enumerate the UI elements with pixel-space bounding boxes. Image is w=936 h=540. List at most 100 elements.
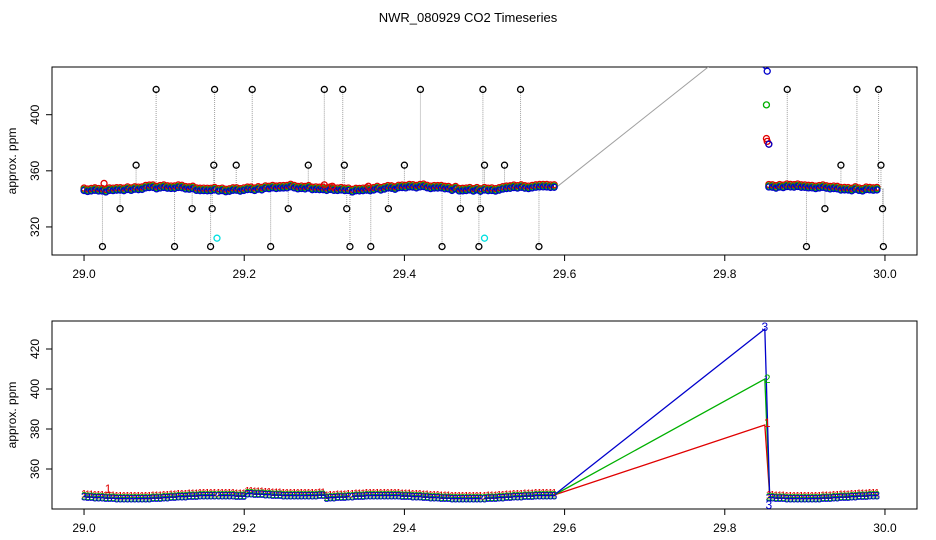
series-3-marker: 3 (449, 493, 455, 505)
spike-point-black (188, 205, 196, 213)
series-2-segment (352, 493, 481, 499)
peak-label: 2 (764, 372, 771, 386)
series-3-marker: 3 (485, 493, 491, 505)
series-3-marker: 3 (852, 491, 858, 503)
series-1-marker: 1 (208, 487, 214, 499)
series-1-marker: 1 (259, 486, 265, 498)
data-point-blue (192, 186, 201, 195)
series-3-marker: 3 (157, 493, 163, 505)
series-3-segment (484, 494, 555, 499)
series-1-marker: 1 (92, 489, 98, 501)
series-3-marker: 3 (277, 490, 283, 502)
series-1-marker: 1 (514, 489, 520, 501)
excursion-point-blue (765, 140, 773, 148)
series-3-marker: 3 (356, 491, 362, 503)
series-1-marker: 1 (849, 489, 855, 501)
series-3-marker: 3 (787, 493, 793, 505)
series-1-marker: 1 (81, 489, 87, 501)
data-point-blue (181, 185, 190, 193)
series-1-marker: 1 (132, 491, 138, 503)
series-1-marker: 1 (453, 490, 459, 502)
series-1-marker: 1 (277, 487, 283, 499)
series-1-marker: 1 (334, 489, 340, 501)
p1-ytick-label: 320 (28, 217, 42, 237)
series-3-marker: 3 (845, 492, 851, 504)
data-point-blue (783, 182, 791, 191)
spike-point-black (475, 242, 483, 251)
series-3-marker: 3 (255, 489, 261, 501)
data-point-blue (290, 184, 298, 192)
series-3-marker: 3 (367, 491, 373, 503)
series-3-marker: 3 (92, 492, 98, 504)
series-1-marker: 1 (327, 490, 333, 502)
data-point-blue (312, 185, 320, 194)
series-1-marker: 1 (831, 490, 837, 502)
data-point-red (328, 182, 336, 190)
series-3-marker: 3 (809, 494, 815, 506)
series-3-marker: 3 (547, 490, 553, 502)
series-1-marker: 1 (338, 489, 344, 501)
series-3-marker: 3 (226, 491, 232, 503)
series-1-marker: 1 (856, 488, 862, 500)
p1-ytick-label: 400 (28, 104, 42, 124)
series-1-marker: 1 (385, 487, 391, 499)
series-1-marker: 1 (360, 488, 366, 500)
series-3-marker: 3 (420, 492, 426, 504)
series-1-marker: 1 (791, 491, 797, 503)
series-3-marker: 3 (342, 492, 348, 504)
series-3-marker: 3 (403, 491, 409, 503)
data-point-blue (247, 185, 255, 194)
series-1-marker: 1 (183, 488, 189, 500)
series-3-marker: 3 (453, 493, 459, 505)
series-3-marker: 3 (417, 492, 423, 504)
series-1-marker: 1 (492, 490, 498, 502)
data-point-blue (305, 184, 313, 192)
panel-top-plot (80, 67, 888, 251)
series-3-marker: 3 (507, 492, 513, 504)
data-point-blue (794, 182, 802, 191)
series-3-marker: 3 (298, 491, 304, 503)
series-1-marker: 1 (859, 488, 865, 500)
spike-point-black (516, 85, 525, 94)
series-1-segment (484, 491, 555, 496)
series-1-marker: 1 (529, 488, 535, 500)
series-3-marker: 3 (503, 492, 509, 504)
series-1-marker: 1 (273, 487, 279, 499)
series-1-marker: 1 (226, 488, 232, 500)
series-1-marker: 1 (403, 488, 409, 500)
series-1-marker: 1 (489, 490, 495, 502)
series-1-marker: 1 (280, 487, 286, 499)
series-1-marker: 1 (172, 489, 178, 501)
p2-ytick-label: 360 (28, 459, 42, 479)
series-1-marker: 1 (121, 491, 127, 503)
series-2-segment (84, 493, 215, 499)
series-3-marker: 3 (216, 490, 222, 502)
series-3-marker: 3 (161, 493, 167, 505)
series-3-marker: 3 (831, 493, 837, 505)
series-1-marker: 1 (302, 488, 308, 500)
spike-point-black (320, 85, 328, 94)
series-3-marker: 3 (146, 493, 152, 505)
series-3-marker: 3 (805, 494, 811, 506)
data-point-blue (765, 183, 773, 191)
spike-point-black (232, 161, 240, 169)
series-1-marker: 1 (841, 489, 847, 501)
series-1-marker: 1 (802, 491, 808, 503)
spike-point-black (874, 85, 883, 94)
series-1-marker: 1 (784, 490, 790, 502)
series-1-marker: 1 (349, 488, 355, 500)
series-1-marker: 1 (536, 488, 542, 500)
series-1-marker: 1 (511, 489, 517, 501)
p1-xtick-label: 29.6 (553, 267, 577, 281)
spike-point-black (152, 85, 160, 94)
series-1-marker: 1 (435, 490, 441, 502)
series-1-marker: 1 (410, 488, 416, 500)
data-point-blue (344, 186, 352, 195)
series-1-marker: 1 (157, 490, 163, 502)
data-point-blue (178, 184, 186, 192)
data-point-blue (319, 186, 327, 194)
series-1-marker: 1 (396, 488, 402, 500)
data-point-blue (473, 186, 481, 194)
series-1-marker: 1 (431, 490, 437, 502)
